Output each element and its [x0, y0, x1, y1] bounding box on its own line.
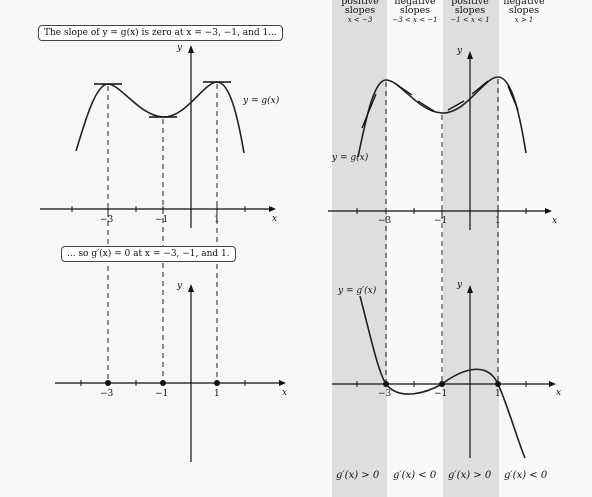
- left-bottom-tick-label-m3: −3: [100, 389, 114, 399]
- right-zero-dot-m3: [383, 381, 389, 387]
- left-panel: The slope of y = g(x) is zero at x = −3,…: [38, 25, 288, 462]
- right-tangent-c: [417, 100, 435, 112]
- header-4-range: x > 1: [514, 16, 534, 24]
- right-tangent-b: [395, 83, 413, 96]
- right-top-tick-label-m3: −3: [378, 216, 392, 226]
- right-bottom-x-arrow: [549, 381, 556, 387]
- left-top-tick-label-m1: −1: [155, 215, 169, 225]
- left-bottom-x-label: x: [282, 388, 288, 398]
- left-zero-dot-m1: [160, 380, 166, 386]
- left-top-tick-label-m3: −3: [100, 215, 114, 225]
- left-bottom-y-label: y: [177, 281, 183, 291]
- left-bottom-tick-label-1: 1: [214, 389, 220, 399]
- right-gx-label: y = g(x): [332, 153, 369, 163]
- right-top-tick-label-m1: −1: [434, 216, 448, 226]
- left-top-x-label: x: [272, 214, 278, 224]
- left-graphs: [40, 45, 286, 462]
- header-4-sub: slopes: [508, 5, 540, 16]
- header-3-range: −1 < x < 1: [450, 16, 490, 24]
- footer-3: g′(x) > 0: [448, 470, 492, 481]
- footer-4: g′(x) < 0: [504, 470, 548, 481]
- header-2-sub: slopes: [399, 5, 431, 16]
- left-top-y-arrow: [188, 45, 194, 53]
- header-4: negative slopes x > 1: [494, 0, 554, 25]
- right-zero-dot-1: [495, 381, 501, 387]
- left-zero-dot-m3: [105, 380, 111, 386]
- right-bottom-tick-label-m1: −1: [434, 389, 448, 399]
- header-1-range: x < −3: [347, 16, 373, 24]
- header-2-range: −3 < x < −1: [392, 16, 438, 24]
- right-top-y-label: y: [457, 46, 463, 56]
- header-1-title: positive: [341, 0, 379, 7]
- callout-top: The slope of y = g(x) is zero at x = −3,…: [38, 25, 283, 41]
- callout-bottom: ... so g′(x) = 0 at x = −3, −1, and 1.: [61, 246, 236, 262]
- right-top-x-label: x: [552, 216, 558, 226]
- shade-band-m1-to-1: [443, 0, 499, 497]
- right-tangent-e: [471, 80, 489, 95]
- left-top-tick-label-1: 1: [214, 215, 220, 225]
- right-gx-curve: [357, 76, 527, 158]
- header-2: negative slopes −3 < x < −1: [385, 0, 445, 25]
- left-zero-dot-1: [214, 380, 220, 386]
- left-top-x-arrow: [269, 206, 276, 212]
- header-2-title: negative: [394, 0, 436, 7]
- right-tangent-a: [361, 93, 377, 129]
- right-gprime-label: y = g′(x): [338, 286, 377, 296]
- header-3-sub: slopes: [454, 5, 486, 16]
- header-3: positive slopes −1 < x < 1: [440, 0, 500, 25]
- shade-band-x-lt-m3: [332, 0, 387, 497]
- header-1-sub: slopes: [344, 5, 376, 16]
- right-bottom-x-label: x: [556, 388, 562, 398]
- right-bottom-tick-label-1: 1: [495, 389, 501, 399]
- right-bottom-tick-label-m3: −3: [378, 389, 392, 399]
- right-top-x-arrow: [545, 208, 552, 214]
- right-zero-dot-m1: [439, 381, 445, 387]
- footer-1: g′(x) > 0: [336, 470, 380, 481]
- right-top-tick-label-1: 1: [495, 216, 501, 226]
- right-tangent-d: [447, 100, 465, 111]
- left-bottom-x-arrow: [279, 380, 286, 386]
- left-bottom-y-arrow: [188, 284, 194, 292]
- header-4-title: negative: [503, 0, 545, 7]
- header-1: positive slopes x < −3: [330, 0, 390, 25]
- header-3-title: positive: [451, 0, 489, 7]
- left-top-y-label: y: [177, 43, 183, 53]
- footer-2: g′(x) < 0: [393, 470, 437, 481]
- right-bottom-y-label: y: [457, 280, 463, 290]
- right-graphs: [328, 51, 556, 459]
- right-tangent-f: [507, 85, 519, 111]
- right-panel: positive slopes x < −3 negative slopes −…: [318, 0, 592, 497]
- left-bottom-tick-label-m1: −1: [155, 389, 169, 399]
- right-bottom-y-arrow: [467, 285, 473, 293]
- right-top-y-arrow: [467, 51, 473, 59]
- left-gx-label: y = g(x): [243, 96, 280, 106]
